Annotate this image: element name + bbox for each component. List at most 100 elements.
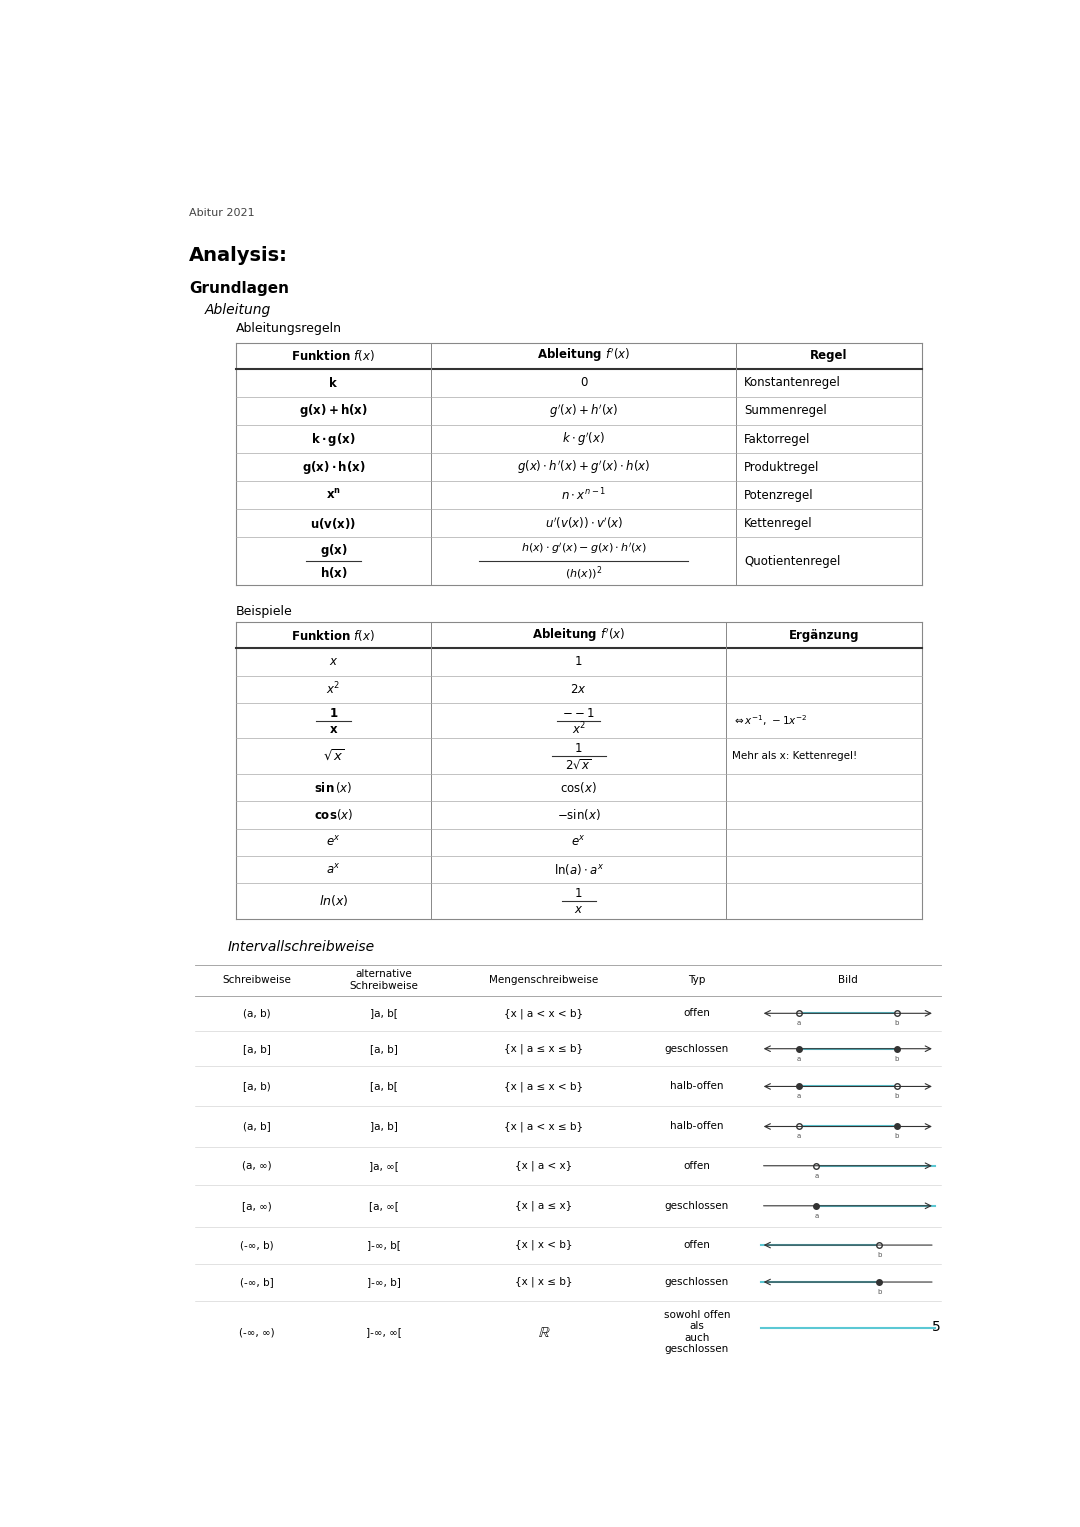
Text: $1$: $1$ (575, 655, 583, 669)
Text: $\mathbf{1}$: $\mathbf{1}$ (328, 707, 338, 719)
Text: Funktion $f(x)$: Funktion $f(x)$ (292, 348, 376, 363)
Text: $\mathbf{g(x) \cdot h(x)}$: $\mathbf{g(x) \cdot h(x)}$ (301, 458, 365, 476)
Text: ]a, b]: ]a, b] (369, 1121, 397, 1132)
Text: (-∞, ∞): (-∞, ∞) (239, 1327, 274, 1338)
Text: [a, b]: [a, b] (369, 1044, 397, 1054)
Text: $x^2$: $x^2$ (571, 721, 585, 738)
Text: Regel: Regel (810, 350, 848, 362)
Text: $\mathbf{k \cdot g(x)}$: $\mathbf{k \cdot g(x)}$ (311, 431, 355, 447)
Text: [a, b]: [a, b] (243, 1044, 271, 1054)
Text: sowohl offen
als
auch
geschlossen: sowohl offen als auch geschlossen (663, 1310, 730, 1354)
Text: $u'(v(x)) \cdot v'(x)$: $u'(v(x)) \cdot v'(x)$ (544, 516, 623, 531)
Text: $-\sin(x)$: $-\sin(x)$ (557, 808, 600, 823)
Text: Ableitung: Ableitung (205, 302, 271, 316)
Text: $x$: $x$ (573, 902, 583, 916)
Text: $\mathbf{u(v(x))}$: $\mathbf{u(v(x))}$ (310, 516, 356, 531)
Text: $\Leftrightarrow x^{-1},\,-1x^{-2}$: $\Leftrightarrow x^{-1},\,-1x^{-2}$ (732, 713, 808, 728)
Text: $e^x$: $e^x$ (326, 835, 341, 849)
Text: Ableitung $f'(x)$: Ableitung $f'(x)$ (537, 347, 631, 365)
Text: $2x$: $2x$ (570, 683, 586, 696)
Text: a: a (797, 1093, 801, 1099)
Text: halb-offen: halb-offen (670, 1121, 724, 1132)
Text: $x$: $x$ (328, 655, 338, 669)
Text: a: a (814, 1173, 819, 1179)
Text: Bild: Bild (838, 976, 858, 985)
Text: Grundlagen: Grundlagen (189, 281, 289, 296)
Text: b: b (894, 1093, 899, 1099)
Text: Analysis:: Analysis: (189, 246, 288, 266)
Text: $--1$: $--1$ (563, 707, 595, 719)
Text: halb-offen: halb-offen (670, 1081, 724, 1092)
Text: geschlossen: geschlossen (664, 1044, 729, 1054)
Text: Kettenregel: Kettenregel (744, 516, 813, 530)
Text: Produktregel: Produktregel (744, 461, 820, 473)
Text: $\ln(a) \cdot a^x$: $\ln(a) \cdot a^x$ (554, 863, 604, 876)
Text: (a, b]: (a, b] (243, 1121, 271, 1132)
Text: $\mathbb{R}$: $\mathbb{R}$ (538, 1324, 550, 1339)
Text: Intervallschreibweise: Intervallschreibweise (228, 941, 375, 954)
Text: $e^x$: $e^x$ (571, 835, 586, 849)
Text: a: a (797, 1055, 801, 1061)
Text: Konstantenregel: Konstantenregel (744, 376, 841, 389)
Text: $\mathbf{sin}\,(x)$: $\mathbf{sin}\,(x)$ (314, 780, 353, 796)
Text: alternative: alternative (355, 970, 413, 979)
Text: offen: offen (684, 1008, 711, 1019)
Text: Summenregel: Summenregel (744, 405, 827, 417)
Text: $\mathbf{x}$: $\mathbf{x}$ (328, 722, 338, 736)
Text: b: b (894, 1020, 899, 1026)
Text: ]-∞, b[: ]-∞, b[ (367, 1240, 401, 1251)
Text: $n \cdot x^{n-1}$: $n \cdot x^{n-1}$ (562, 487, 606, 504)
Text: b: b (894, 1055, 899, 1061)
Text: [a, ∞): [a, ∞) (242, 1200, 272, 1211)
Text: [a, ∞[: [a, ∞[ (368, 1200, 399, 1211)
Text: Potenzregel: Potenzregel (744, 489, 814, 502)
Text: Schreibweise: Schreibweise (222, 976, 292, 985)
Text: $\mathbf{cos}(x)$: $\mathbf{cos}(x)$ (314, 808, 353, 823)
Text: $\cos(x)$: $\cos(x)$ (561, 780, 597, 796)
Text: $x^2$: $x^2$ (326, 681, 340, 698)
Text: a: a (797, 1133, 801, 1139)
Text: $\mathbf{h(x)}$: $\mathbf{h(x)}$ (320, 565, 348, 580)
Text: {x | a < x ≤ b}: {x | a < x ≤ b} (504, 1121, 583, 1132)
Text: Mengenschreibweise: Mengenschreibweise (489, 976, 598, 985)
Text: $\mathbf{g(x) + h(x)}$: $\mathbf{g(x) + h(x)}$ (299, 403, 368, 420)
Text: (a, ∞): (a, ∞) (242, 1161, 272, 1171)
Text: Ergänzung: Ergänzung (788, 629, 859, 641)
Text: [a, b): [a, b) (243, 1081, 271, 1092)
Text: geschlossen: geschlossen (664, 1200, 729, 1211)
Text: Faktorregel: Faktorregel (744, 432, 811, 446)
Text: b: b (877, 1252, 881, 1258)
Text: $(h(x))^2$: $(h(x))^2$ (565, 565, 603, 582)
Text: $g(x) \cdot h'(x) + g'(x) \cdot h(x)$: $g(x) \cdot h'(x) + g'(x) \cdot h(x)$ (517, 458, 650, 476)
Text: {x | a < x < b}: {x | a < x < b} (504, 1008, 583, 1019)
Text: ]a, b[: ]a, b[ (369, 1008, 397, 1019)
Text: a: a (797, 1020, 801, 1026)
Text: ]a, ∞[: ]a, ∞[ (368, 1161, 399, 1171)
Text: $1$: $1$ (575, 887, 583, 899)
Text: b: b (877, 1289, 881, 1295)
Text: 5: 5 (932, 1321, 941, 1335)
Text: $2\sqrt{x}$: $2\sqrt{x}$ (565, 759, 592, 773)
Text: ]-∞, ∞[: ]-∞, ∞[ (366, 1327, 402, 1338)
Text: $1$: $1$ (575, 742, 583, 754)
Text: {x | a ≤ x}: {x | a ≤ x} (515, 1200, 572, 1211)
Text: offen: offen (684, 1161, 711, 1171)
Text: $h(x) \cdot g'(x) - g(x) \cdot h'(x)$: $h(x) \cdot g'(x) - g(x) \cdot h'(x)$ (521, 541, 647, 556)
Text: $\mathbf{k}$: $\mathbf{k}$ (328, 376, 338, 389)
Text: geschlossen: geschlossen (664, 1277, 729, 1287)
Text: $g'(x) + h'(x)$: $g'(x) + h'(x)$ (549, 402, 619, 420)
Text: $\mathit{ln}(x)$: $\mathit{ln}(x)$ (319, 893, 348, 909)
Text: (-∞, b]: (-∞, b] (240, 1277, 274, 1287)
Text: {x | a ≤ x ≤ b}: {x | a ≤ x ≤ b} (504, 1043, 583, 1054)
Text: $\mathbf{g(x)}$: $\mathbf{g(x)}$ (320, 542, 348, 559)
Text: (-∞, b): (-∞, b) (240, 1240, 273, 1251)
Text: a: a (814, 1212, 819, 1219)
Text: Ableitungsregeln: Ableitungsregeln (235, 322, 341, 334)
Text: Ableitung $f'(x)$: Ableitung $f'(x)$ (532, 626, 625, 644)
Text: {x | a < x}: {x | a < x} (515, 1161, 572, 1171)
Text: $\mathbf{x^n}$: $\mathbf{x^n}$ (326, 489, 341, 502)
Text: {x | a ≤ x < b}: {x | a ≤ x < b} (504, 1081, 583, 1092)
Text: $0$: $0$ (580, 376, 589, 389)
Text: Quotientenregel: Quotientenregel (744, 554, 840, 568)
Text: $a^x$: $a^x$ (326, 863, 341, 876)
